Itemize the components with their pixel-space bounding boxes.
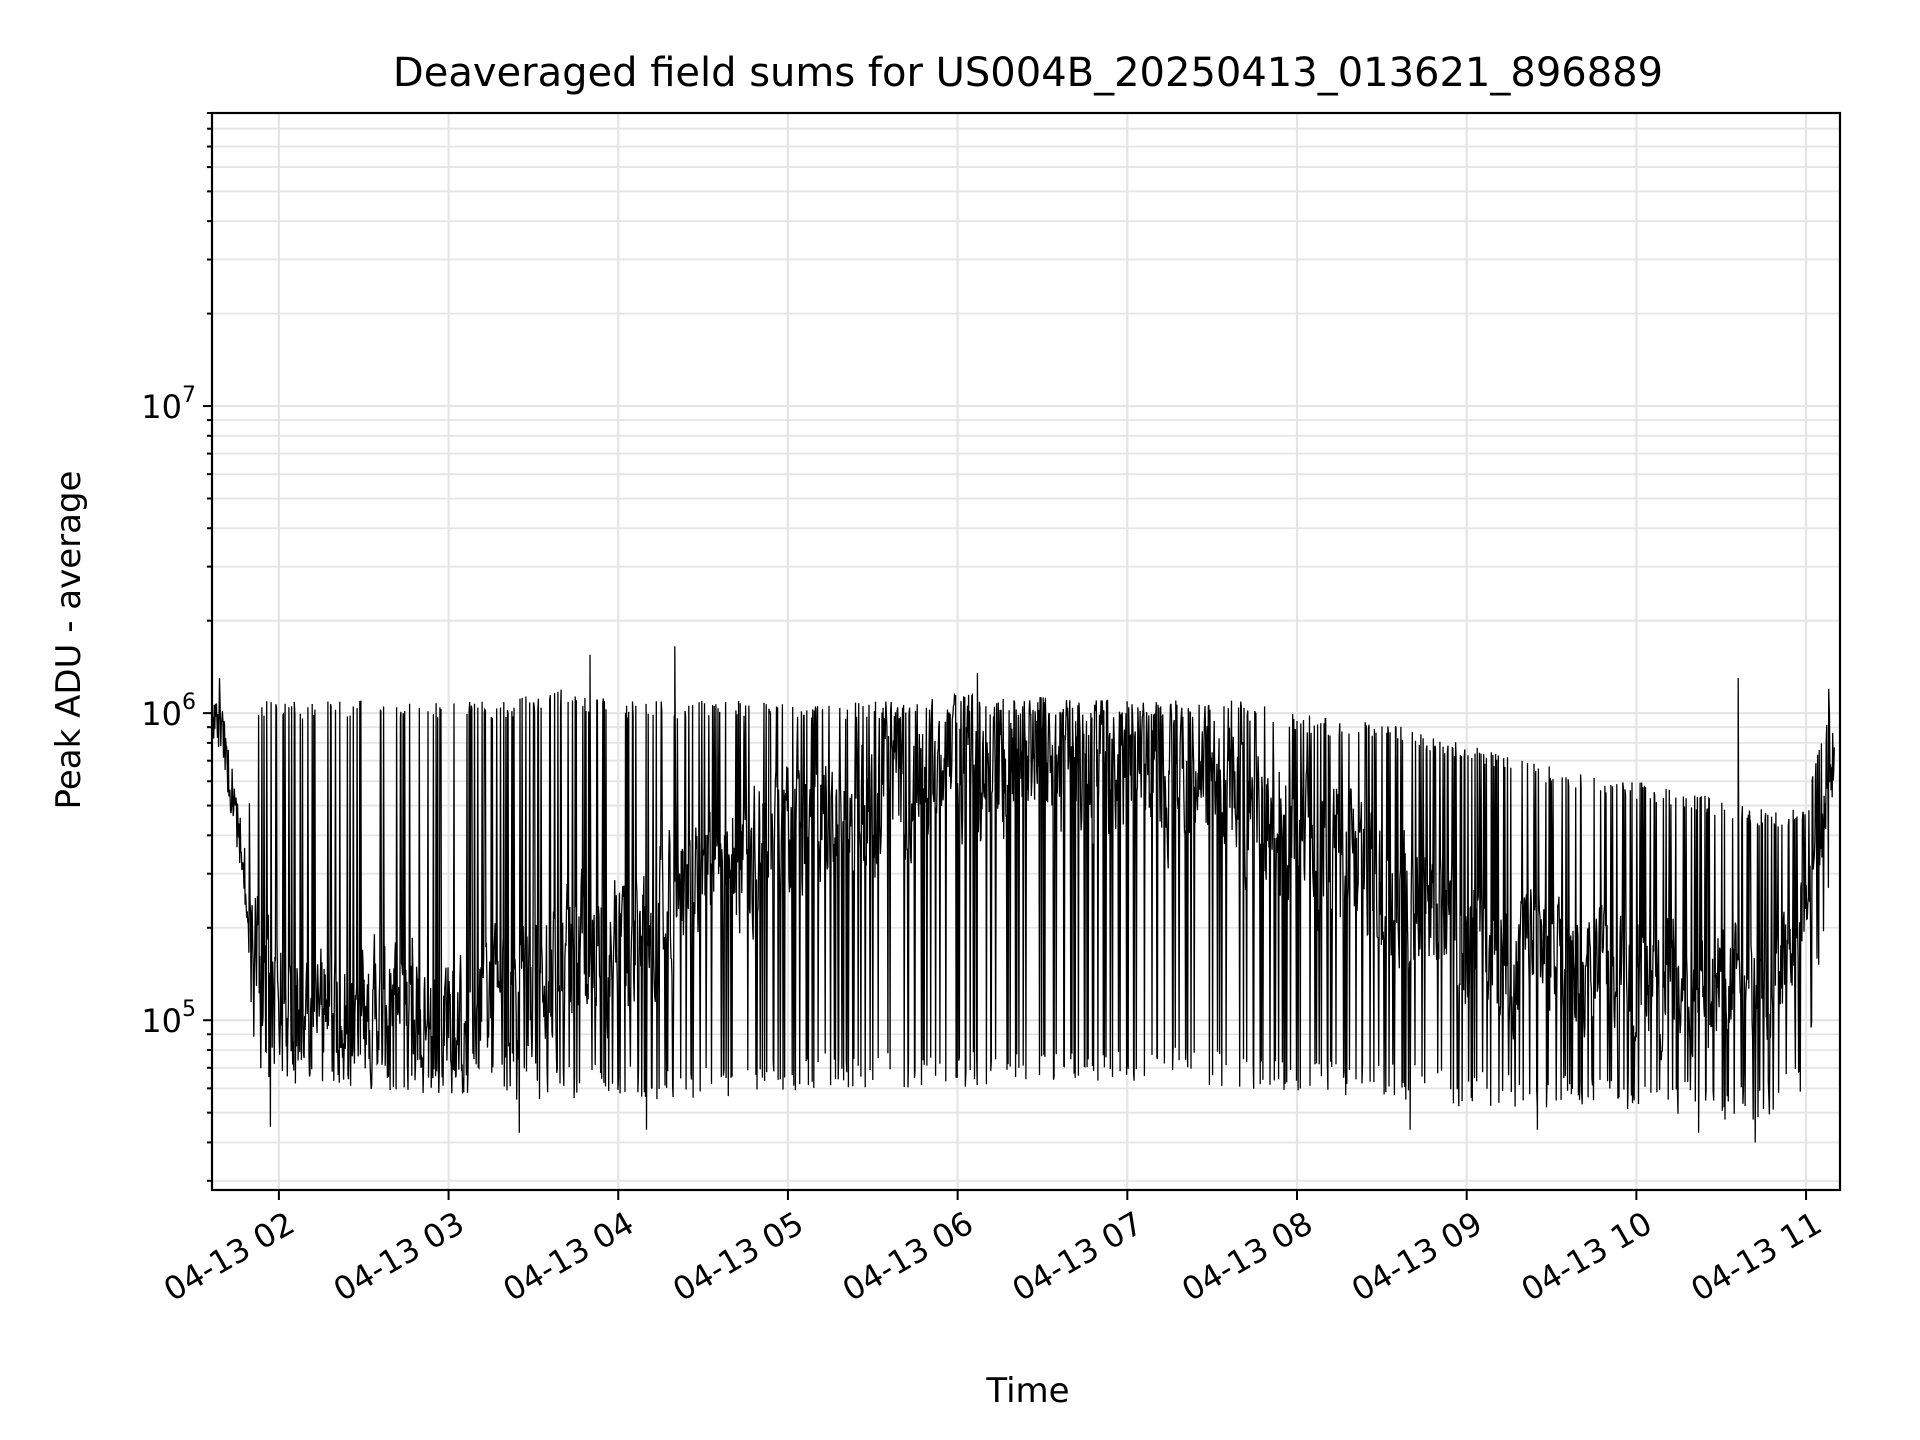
- plot-frame: [210, 111, 1842, 1192]
- y-tick-label-exponent: 7: [182, 383, 196, 408]
- y-axis-label: Peak ADU - average: [49, 471, 89, 810]
- series-line: [212, 646, 1835, 1143]
- y-tick-label-base: 10: [141, 695, 182, 733]
- plot-area: [212, 646, 1835, 1143]
- y-tick-label: 105: [141, 997, 196, 1040]
- y-tick-label-exponent: 5: [182, 997, 196, 1022]
- y-tick-label: 106: [141, 690, 196, 733]
- x-axis-label: Time: [985, 1371, 1069, 1411]
- y-tick-label-base: 10: [141, 388, 182, 426]
- y-tick-label-exponent: 6: [182, 690, 196, 715]
- chart-title: Deaveraged field sums for US004B_2025041…: [393, 50, 1663, 96]
- y-tick-label: 107: [141, 383, 196, 426]
- y-tick-label-base: 10: [141, 1002, 182, 1040]
